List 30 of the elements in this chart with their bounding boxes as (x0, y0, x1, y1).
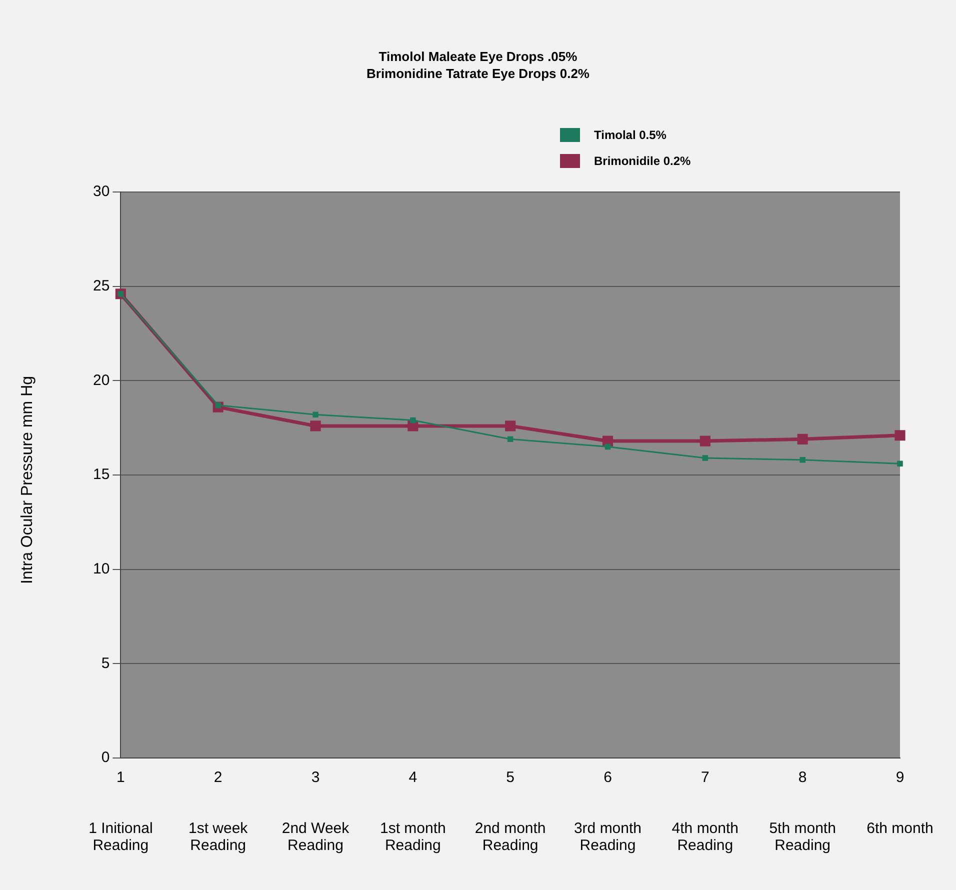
text: 1st week Reading (187, 820, 249, 854)
text: 5th month Reading (768, 820, 837, 854)
text: 2nd Week Reading (280, 820, 350, 854)
text: 3rd month Reading (572, 820, 643, 854)
y-tick-label: 5 (101, 654, 110, 672)
text: 6th month (866, 820, 934, 837)
text: 4th month Reading (670, 820, 740, 854)
x-tick-label: 7 (701, 769, 710, 786)
y-tick-label: 15 (92, 466, 110, 484)
y-tick-label: 0 (101, 749, 110, 766)
legend-label: Timolal 0.5% (594, 128, 666, 142)
x-tick-label: 5 (506, 769, 515, 786)
legend-label: Brimonidile 0.2% (594, 154, 691, 168)
x-tick-label: 9 (896, 769, 904, 786)
x-tick-label: 4 (408, 769, 418, 786)
x-tick-label: 1 (116, 769, 125, 786)
y-tick-label: 25 (92, 277, 110, 294)
text: 1 Initional Reading (88, 820, 154, 854)
x-tick-label: 6 (604, 769, 612, 786)
y-axis-title: Intra Ocular Pressure mm Hg (19, 376, 37, 584)
x-tick-label: 3 (311, 769, 320, 786)
chart-subtitle: Brimonidine Tatrate Eye Drops 0.2% (366, 65, 590, 82)
text: 1st month Reading (378, 820, 447, 854)
x-tick-label: 2 (214, 769, 222, 786)
y-tick-label: 20 (92, 372, 110, 389)
chart-title: Timolol Maleate Eye Drops .05% (378, 48, 578, 65)
text: 2nd month Reading (474, 820, 547, 854)
x-tick-label: 8 (798, 769, 807, 786)
y-tick-label: 10 (92, 560, 110, 578)
y-tick-label: 30 (92, 183, 110, 200)
